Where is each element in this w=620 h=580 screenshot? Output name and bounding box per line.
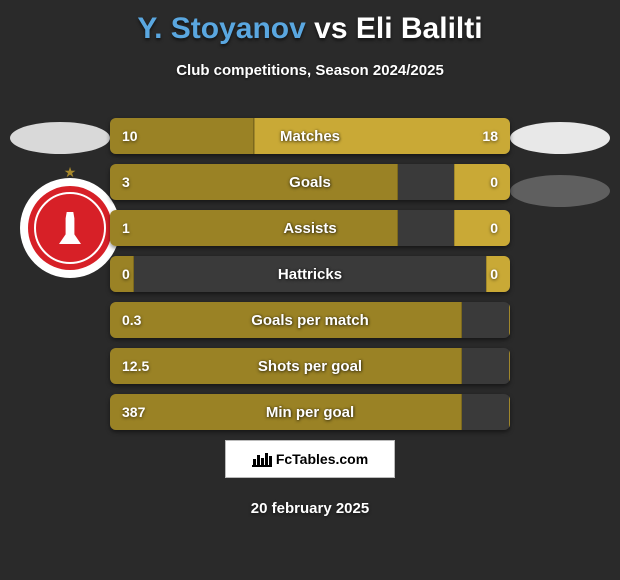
bar-fill-right	[509, 302, 510, 338]
vs-text: vs	[314, 12, 347, 45]
stat-bars-container: Matches1018Goals30Assists10Hattricks00Go…	[110, 118, 510, 440]
bar-track	[110, 348, 510, 384]
bar-fill-right	[454, 210, 510, 246]
stat-row: Shots per goal12.5	[110, 348, 510, 384]
bar-value-right: 0	[490, 210, 498, 246]
comparison-title: Y. Stoyanov vs Eli Balilti	[0, 0, 620, 46]
stat-row: Matches1018	[110, 118, 510, 154]
bar-fill-left	[110, 210, 398, 246]
bar-fill-right	[509, 348, 510, 384]
bar-value-right: 0	[490, 164, 498, 200]
bar-value-left: 0.3	[122, 302, 141, 338]
bar-value-left: 0	[122, 256, 130, 292]
bar-value-left: 387	[122, 394, 145, 430]
bar-fill-left	[110, 164, 398, 200]
stat-row: Goals30	[110, 164, 510, 200]
bar-track	[110, 256, 510, 292]
bar-value-left: 1	[122, 210, 130, 246]
bar-value-right: 0	[490, 256, 498, 292]
subtitle: Club competitions, Season 2024/2025	[0, 62, 620, 79]
player1-name: Y. Stoyanov	[137, 12, 305, 45]
stat-row: Hattricks00	[110, 256, 510, 292]
bar-fill-right	[254, 118, 510, 154]
bar-fill-left	[110, 394, 462, 430]
bar-value-left: 3	[122, 164, 130, 200]
bar-value-left: 12.5	[122, 348, 149, 384]
star-icon: ★	[64, 164, 77, 181]
bar-track	[110, 394, 510, 430]
bar-fill-left	[110, 302, 462, 338]
bar-value-left: 10	[122, 118, 138, 154]
bar-fill-right	[509, 394, 510, 430]
team-ellipse-right-2	[510, 175, 610, 207]
monument-icon	[59, 212, 81, 244]
stat-row: Assists10	[110, 210, 510, 246]
bar-track	[110, 302, 510, 338]
footer-date: 20 february 2025	[0, 500, 620, 517]
team-ellipse-left	[10, 122, 110, 154]
club-badge: ★	[20, 178, 120, 278]
bar-track	[110, 118, 510, 154]
stat-row: Goals per match0.3	[110, 302, 510, 338]
bar-track	[110, 210, 510, 246]
team-ellipse-right-1	[510, 122, 610, 154]
bar-value-right: 18	[482, 118, 498, 154]
stat-row: Min per goal387	[110, 394, 510, 430]
player2-name: Eli Balilti	[356, 12, 483, 45]
footer-logo: FcTables.com	[225, 440, 395, 478]
bar-fill-left	[110, 348, 462, 384]
bar-fill-right	[454, 164, 510, 200]
chart-icon	[252, 451, 272, 467]
club-badge-inner	[28, 186, 112, 270]
footer-site: FcTables.com	[276, 451, 368, 467]
bar-track	[110, 164, 510, 200]
